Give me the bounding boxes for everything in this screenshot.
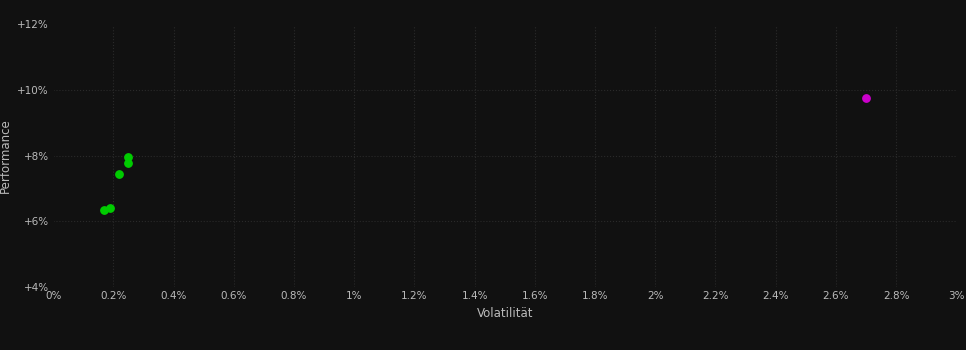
X-axis label: Volatilität: Volatilität (476, 307, 533, 320)
Point (97, 207, 112, 213)
Point (112, 171, 128, 177)
Point (121, 155, 136, 160)
Y-axis label: Performance: Performance (0, 118, 12, 193)
Point (859, 96, 874, 101)
Point (121, 160, 136, 166)
Point (102, 205, 118, 211)
